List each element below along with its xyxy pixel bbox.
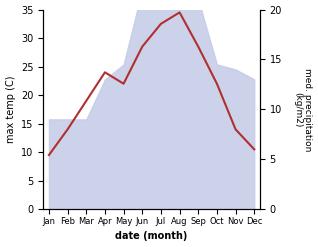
Y-axis label: max temp (C): max temp (C): [5, 76, 16, 143]
Y-axis label: med. precipitation
(kg/m2): med. precipitation (kg/m2): [293, 68, 313, 151]
X-axis label: date (month): date (month): [115, 231, 188, 242]
